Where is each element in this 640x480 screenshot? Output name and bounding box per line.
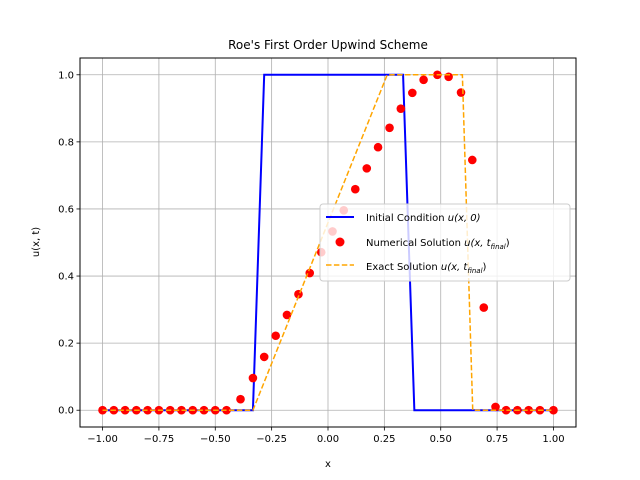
- x-tick-label: 0.50: [430, 434, 452, 445]
- numerical-solution-point: [491, 402, 500, 412]
- numerical-solution-point: [549, 405, 558, 415]
- numerical-solution-point: [362, 164, 372, 173]
- numerical-solution-point: [456, 88, 466, 97]
- numerical-solution-point: [419, 75, 428, 85]
- legend-initial-label: Initial Condition u(x, 0): [366, 213, 481, 224]
- x-tick-label: 0.00: [317, 434, 339, 445]
- y-tick-label: 0.4: [58, 272, 74, 283]
- x-tick-label: −0.50: [200, 434, 231, 445]
- numerical-solution-point: [408, 88, 417, 98]
- ticks: −1.00 −0.75 −0.50 −0.25 0.00 0.25 0.50 0.75 1.00…: [58, 70, 564, 445]
- numerical-solution-point: [271, 331, 280, 341]
- x-axis-label: x: [325, 459, 331, 470]
- y-tick-label: 1.0: [58, 70, 74, 81]
- x-tick-label: 0.25: [373, 434, 395, 445]
- x-tick-label: −1.00: [87, 434, 118, 445]
- x-tick-label: 1.00: [542, 434, 564, 445]
- legend-box: [319, 203, 571, 282]
- x-tick-label: −0.25: [256, 434, 287, 445]
- x-tick-label: 0.75: [486, 434, 508, 445]
- numerical-solution-point: [524, 405, 533, 415]
- series-exact-solution-line: [102, 74, 554, 411]
- legend-numerical-label: Numerical Solution u(x, tfinal): [366, 238, 510, 251]
- numerical-solution-point: [282, 310, 292, 320]
- numerical-solution-point: [236, 394, 245, 404]
- numerical-solution-point: [396, 104, 406, 113]
- x-tick-label: −0.75: [144, 434, 175, 445]
- numerical-solution-point: [444, 72, 453, 82]
- y-tick-label: 0.2: [58, 339, 74, 350]
- numerical-solution-point: [177, 405, 186, 415]
- chart-title: Roe's First Order Upwind Scheme: [228, 38, 428, 52]
- y-tick-label: 0.6: [58, 204, 74, 215]
- y-tick-label: 0.0: [58, 406, 74, 417]
- numerical-solution-point: [259, 352, 269, 362]
- numerical-solution-point: [350, 184, 360, 194]
- numerical-solution-point: [501, 405, 511, 415]
- numerical-solution-point: [479, 303, 489, 312]
- numerical-solution-point: [385, 123, 394, 133]
- numerical-solution-point: [199, 405, 209, 415]
- numerical-solution-point: [467, 155, 477, 165]
- plot-area: [98, 70, 558, 415]
- numerical-solution-point: [373, 142, 383, 152]
- numerical-solution-point: [120, 405, 130, 415]
- numerical-solution-point: [248, 373, 258, 383]
- y-axis-label: u(x, t): [31, 227, 42, 257]
- y-tick-label: 0.8: [58, 137, 74, 148]
- legend-numerical-swatch: [335, 237, 345, 247]
- legend-exact-label: Exact Solution u(x, tfinal): [366, 262, 487, 275]
- numerical-solution-point: [143, 405, 152, 415]
- legend: Initial Condition u(x, 0) Numerical Solu…: [319, 203, 571, 282]
